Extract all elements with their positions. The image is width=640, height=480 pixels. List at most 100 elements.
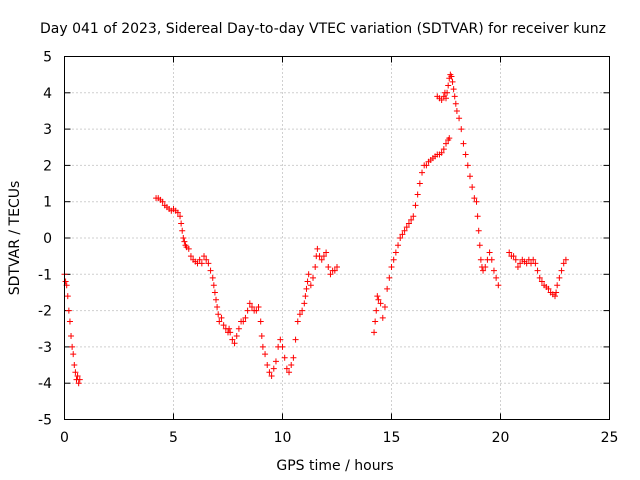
data-point (443, 140, 449, 147)
data-point (438, 149, 445, 156)
data-point (377, 300, 384, 307)
data-point (466, 173, 473, 180)
data-point (471, 195, 478, 202)
data-point (301, 300, 308, 307)
data-point (179, 227, 186, 234)
data-point (174, 209, 181, 216)
data-point (460, 140, 467, 147)
data-point (390, 256, 397, 263)
data-point (375, 296, 382, 303)
data-point (482, 264, 489, 271)
axis-ticks: 0 5 10 15 20 25 -5 -4 -3 -2 -1 0 1 2 3 4 5 (38, 50, 618, 447)
data-point (558, 267, 565, 274)
data-point (530, 256, 537, 263)
data-point (399, 231, 406, 238)
data-point (294, 318, 301, 325)
data-point (216, 318, 223, 325)
data-point (414, 191, 421, 198)
data-point (218, 314, 225, 321)
x-tick-label: 0 (60, 430, 69, 446)
data-point (205, 260, 212, 267)
y-tick-label: -4 (38, 376, 52, 392)
data-point (229, 336, 236, 343)
y-axis-label: SDTVAR / TECUs (7, 181, 23, 296)
data-point (446, 135, 453, 142)
data-point (259, 343, 266, 350)
data-point (258, 333, 265, 340)
data-point (320, 253, 327, 260)
data-point (552, 293, 558, 300)
data-point (408, 216, 415, 223)
data-point (235, 325, 242, 332)
data-point (159, 198, 166, 205)
data-point (226, 325, 233, 332)
data-point (443, 95, 449, 102)
data-point (65, 307, 72, 314)
data-point (203, 256, 210, 263)
data-point (384, 285, 391, 292)
data-point (312, 264, 319, 271)
data-point (233, 333, 240, 340)
y-tick-label: -5 (38, 413, 52, 429)
data-point (448, 73, 455, 80)
data-point (452, 100, 459, 107)
data-point (453, 107, 460, 114)
data-point (331, 267, 338, 274)
data-point (279, 343, 286, 350)
data-point (283, 365, 290, 372)
data-point (227, 329, 234, 336)
data-point (327, 271, 334, 278)
data-point (445, 82, 452, 89)
data-point (493, 274, 500, 281)
data-point (310, 274, 317, 281)
data-point (553, 289, 560, 296)
data-point (307, 282, 314, 289)
data-point (438, 97, 445, 104)
data-point (185, 245, 192, 252)
y-tick-label: 0 (43, 231, 52, 247)
data-point (66, 318, 73, 325)
data-point (198, 260, 205, 267)
y-tick-label: 5 (43, 50, 52, 66)
data-point (211, 289, 218, 296)
data-point (303, 285, 310, 292)
data-point (495, 282, 502, 289)
data-point (379, 314, 386, 321)
data-point (410, 213, 417, 220)
data-point (242, 314, 249, 321)
y-tick-label: -2 (38, 304, 52, 320)
data-point (473, 198, 480, 205)
data-point (213, 296, 220, 303)
data-point (72, 369, 79, 376)
plot-frame (64, 56, 610, 420)
data-point (372, 318, 379, 325)
data-point (440, 146, 447, 153)
data-point (334, 264, 340, 271)
data-point (240, 318, 247, 325)
data-point (562, 256, 569, 263)
data-point (181, 238, 188, 245)
x-tick-label: 5 (169, 430, 178, 446)
data-point (207, 267, 214, 274)
x-tick-label: 20 (492, 430, 510, 446)
data-point (64, 293, 71, 300)
data-point (462, 151, 469, 158)
data-point (374, 293, 381, 300)
data-point (392, 249, 399, 256)
data-point (248, 303, 255, 310)
data-point (264, 362, 271, 369)
data-point (554, 282, 561, 289)
data-point (178, 220, 185, 227)
data-point (419, 169, 426, 176)
data-point (74, 372, 81, 379)
data-point (177, 213, 184, 220)
data-point (536, 274, 543, 281)
data-point (403, 224, 410, 231)
data-point (299, 307, 306, 314)
data-point (486, 249, 493, 256)
data-point (209, 274, 216, 281)
data-point (512, 256, 519, 263)
data-point (270, 365, 277, 372)
data-point (296, 311, 303, 318)
data-point (253, 307, 260, 314)
